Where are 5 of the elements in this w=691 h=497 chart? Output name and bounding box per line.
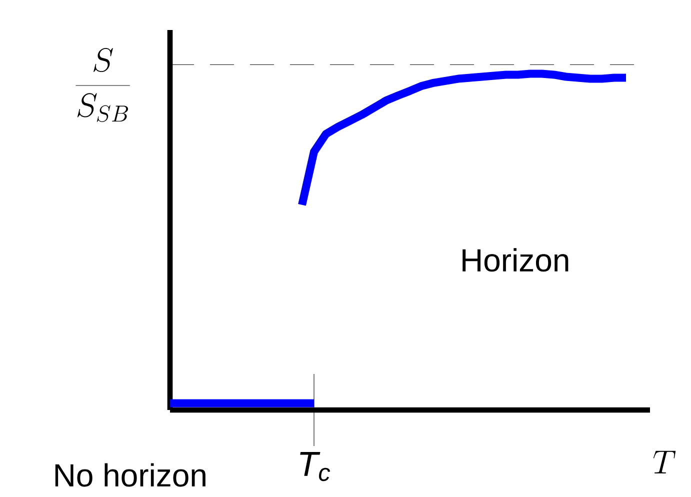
x-axis-title: $T$ [653, 450, 676, 474]
y-axis-title: $\frac{S}{S_{SB}}$ [76, 48, 130, 122]
annotation: Horizon [462, 248, 568, 272]
text: T$_{c}$ [300, 452, 330, 482]
text: No horizon [55, 463, 206, 487]
